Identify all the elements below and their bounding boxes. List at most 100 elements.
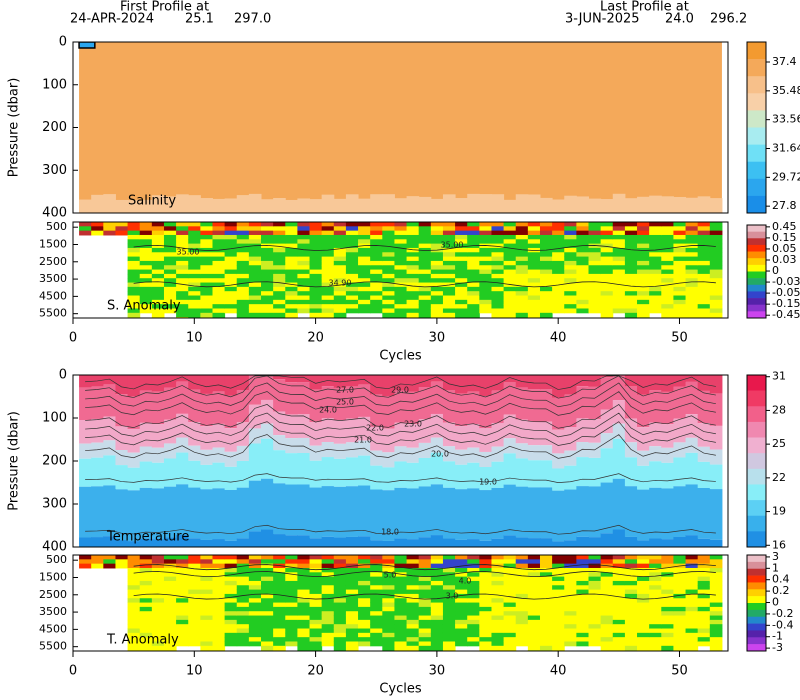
field bbox=[273, 312, 286, 318]
field bbox=[479, 567, 492, 573]
field bbox=[564, 239, 577, 245]
field bbox=[248, 252, 262, 258]
field bbox=[345, 598, 359, 604]
field bbox=[709, 304, 723, 309]
field bbox=[370, 269, 383, 275]
field bbox=[309, 641, 323, 647]
field bbox=[370, 226, 383, 232]
field bbox=[358, 286, 371, 292]
field bbox=[382, 256, 395, 262]
y-tick-label: 3500 bbox=[39, 272, 67, 285]
field bbox=[394, 563, 408, 569]
field bbox=[370, 308, 383, 314]
field bbox=[127, 200, 141, 213]
field bbox=[503, 555, 517, 560]
field bbox=[588, 598, 602, 604]
field bbox=[188, 559, 201, 565]
field bbox=[503, 308, 517, 314]
field bbox=[479, 624, 492, 630]
field bbox=[588, 198, 602, 213]
field bbox=[224, 234, 238, 240]
field bbox=[406, 615, 420, 621]
field bbox=[261, 304, 274, 309]
field bbox=[479, 619, 492, 625]
field bbox=[649, 598, 662, 604]
field bbox=[297, 615, 311, 621]
field bbox=[103, 555, 116, 560]
x-tick-label: 40 bbox=[550, 331, 567, 346]
field bbox=[418, 624, 432, 630]
field bbox=[661, 606, 674, 612]
field bbox=[358, 580, 371, 586]
field bbox=[333, 265, 347, 271]
field bbox=[382, 632, 395, 638]
field bbox=[685, 299, 699, 305]
field bbox=[539, 278, 553, 284]
field bbox=[321, 312, 335, 318]
field bbox=[163, 295, 177, 301]
colorbar-swatch bbox=[747, 278, 766, 286]
field bbox=[430, 563, 444, 569]
field bbox=[600, 312, 614, 318]
field bbox=[176, 572, 189, 578]
field bbox=[297, 453, 311, 485]
field bbox=[236, 602, 250, 608]
field bbox=[127, 490, 141, 542]
field bbox=[649, 222, 662, 227]
colorbar-swatch bbox=[747, 311, 766, 319]
field bbox=[503, 453, 517, 485]
field bbox=[151, 645, 165, 651]
field bbox=[467, 260, 480, 266]
field bbox=[491, 243, 505, 249]
field bbox=[527, 628, 541, 634]
field bbox=[503, 199, 517, 213]
field bbox=[139, 308, 153, 314]
field bbox=[321, 602, 335, 608]
field-group bbox=[79, 375, 723, 547]
field bbox=[188, 576, 201, 582]
field bbox=[370, 299, 383, 305]
field bbox=[297, 375, 311, 383]
field bbox=[467, 539, 480, 547]
field bbox=[661, 295, 674, 301]
field bbox=[491, 602, 505, 608]
field bbox=[697, 606, 711, 612]
field bbox=[600, 598, 614, 604]
field bbox=[273, 628, 286, 634]
field bbox=[539, 487, 553, 539]
field bbox=[261, 478, 274, 530]
field bbox=[539, 295, 553, 301]
field bbox=[637, 427, 650, 451]
field bbox=[236, 195, 250, 213]
field bbox=[673, 222, 687, 227]
field bbox=[406, 269, 420, 275]
field bbox=[139, 422, 153, 447]
field bbox=[637, 230, 650, 236]
field bbox=[697, 538, 711, 547]
field bbox=[527, 593, 541, 599]
field bbox=[661, 619, 674, 625]
field bbox=[200, 624, 213, 630]
field bbox=[188, 278, 201, 284]
field bbox=[370, 628, 383, 634]
field bbox=[430, 286, 444, 292]
field bbox=[637, 641, 650, 647]
field bbox=[176, 252, 189, 258]
field bbox=[612, 529, 626, 547]
field bbox=[600, 243, 614, 249]
field bbox=[600, 533, 614, 547]
field bbox=[163, 563, 177, 569]
field bbox=[624, 567, 638, 573]
field bbox=[127, 222, 141, 227]
field bbox=[285, 438, 298, 454]
contour-line bbox=[85, 375, 716, 390]
field bbox=[382, 611, 395, 617]
field bbox=[600, 602, 614, 608]
field bbox=[139, 637, 153, 642]
field bbox=[491, 230, 505, 236]
field bbox=[212, 589, 226, 595]
field bbox=[139, 538, 153, 547]
field bbox=[273, 308, 286, 314]
field bbox=[382, 282, 395, 288]
field bbox=[600, 282, 614, 288]
